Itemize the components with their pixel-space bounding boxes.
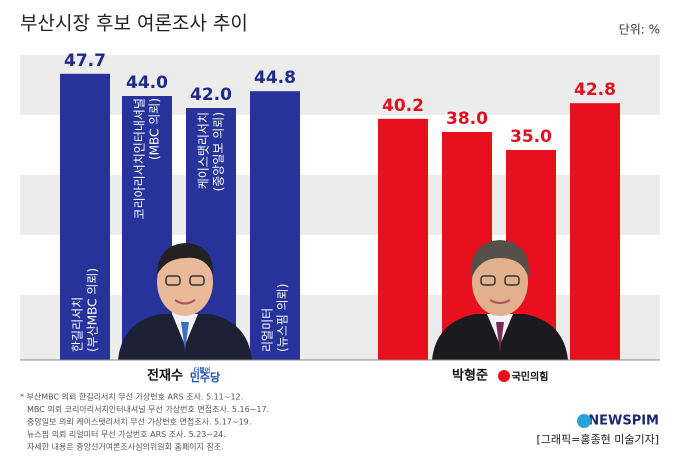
party-prefix: 더불어 (194, 367, 211, 375)
footnote: 자세한 내용은 중앙선거여론조사심의위원회 홈페이지 참조. (27, 442, 224, 452)
footnote: * 부산MBC 의뢰 한길리서치 무선 가상번호 ARS 조사. 5.11~12… (20, 392, 243, 402)
bars: 47.7 한길리서치 (부산MBC 의뢰) 44.0 코리아리서치인터내셔널 (MBC 의… (60, 51, 620, 361)
bar-label: (중앙일보 의뢰) (212, 112, 226, 191)
bar-label: (부산MBC 의뢰) (86, 268, 100, 352)
brand-logo (577, 414, 591, 428)
stripe (20, 55, 660, 115)
value-label: 40.2 (382, 96, 424, 116)
party-name: 국민의힘 (512, 370, 549, 383)
chart-title: 부산시장 후보 여론조사 추이 (20, 13, 248, 35)
candidate-name: 전재수 (147, 368, 183, 384)
value-label: 35.0 (510, 127, 552, 147)
bar-label: (MBC 의뢰) (148, 98, 162, 160)
bar (60, 73, 110, 361)
stripe (20, 175, 660, 235)
value-label: 44.8 (254, 68, 296, 88)
party-name: 민주당 (190, 370, 220, 384)
bar (250, 91, 300, 360)
party-logo (498, 370, 510, 382)
footnote: MBC 의뢰 코리아리서치인터내셔널 무선 가상번호 면접조사. 5.16~17… (27, 404, 269, 414)
credit: [그래픽=홍종현 미술기자] (537, 432, 660, 446)
bar-label: 케이스탯리서치 (197, 112, 211, 189)
bar-label: 리얼미터 (261, 308, 275, 352)
footnote: 중앙일보 의뢰 케이스탯리서치 무선 가상번호 면접조사. 5.17~19. (27, 417, 251, 427)
portrait-1 (118, 243, 252, 360)
value-label: 44.0 (126, 73, 168, 93)
candidate-name: 박형준 (452, 368, 488, 384)
footnote: 뉴스핌 의뢰 리얼미터 무선 가상번호 ARS 조사. 5.23~24. (27, 429, 226, 439)
value-label: 38.0 (446, 109, 488, 129)
bar-label: 한길리서치 (71, 297, 85, 352)
unit-label: 단위: % (619, 23, 660, 37)
value-label: 47.7 (64, 51, 106, 71)
value-label: 42.0 (190, 85, 232, 105)
value-label: 42.8 (574, 80, 616, 100)
brand: NEWSPIM (588, 414, 659, 429)
bar (378, 118, 428, 360)
stripes (20, 45, 660, 360)
bar-label: (뉴스핌 의뢰) (276, 284, 290, 352)
bar-label: 코리아리서치인터내셔널 (133, 98, 147, 219)
footnotes: * 부산MBC 의뢰 한길리서치 무선 가상번호 ARS 조사. 5.11~12… (20, 392, 269, 452)
bar (570, 103, 620, 360)
portrait-2 (432, 240, 568, 360)
